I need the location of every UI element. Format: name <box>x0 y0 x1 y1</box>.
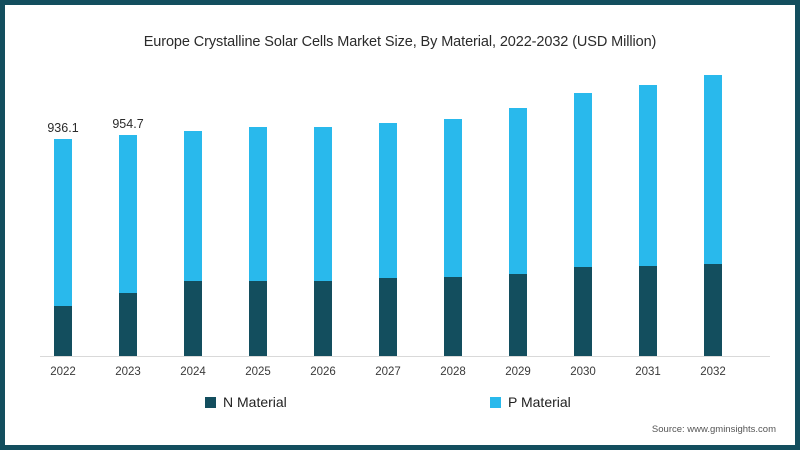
bar-segment-p-material[interactable] <box>704 74 722 265</box>
bar-segment-p-material[interactable] <box>314 127 332 282</box>
bar-segment-n-material[interactable] <box>314 281 332 356</box>
plot-area: 936.1 954.7 <box>40 70 770 360</box>
bar-group[interactable] <box>379 122 397 356</box>
x-axis-tick-label: 2027 <box>375 366 401 378</box>
bar-segment-p-material[interactable] <box>574 92 592 268</box>
x-axis-line <box>40 356 770 357</box>
bar-segment-n-material[interactable] <box>574 267 592 356</box>
bar-segment-p-material[interactable] <box>379 122 397 278</box>
bar-value-label: 936.1 <box>47 120 79 135</box>
bar-segment-p-material[interactable] <box>119 134 137 293</box>
x-axis-tick-label: 2031 <box>635 366 661 378</box>
bar-group[interactable] <box>444 118 462 356</box>
legend-swatch-p-material <box>490 396 501 408</box>
legend-item-p-material[interactable]: P Material <box>490 394 571 410</box>
bar-segment-n-material[interactable] <box>54 306 72 356</box>
bar-value-label: 954.7 <box>112 116 144 131</box>
x-axis-tick-label: 2029 <box>505 366 531 378</box>
bar-group[interactable]: 954.7 <box>112 117 144 356</box>
bar-segment-p-material[interactable] <box>249 127 267 282</box>
bar-segment-n-material[interactable] <box>249 281 267 356</box>
bar-segment-p-material[interactable] <box>639 85 657 267</box>
bar-segment-n-material[interactable] <box>119 292 137 356</box>
bar-group[interactable] <box>574 92 592 356</box>
bar-segment-n-material[interactable] <box>509 273 527 356</box>
x-axis-tick-label: 2024 <box>180 366 206 378</box>
bar-segment-n-material[interactable] <box>184 281 202 356</box>
legend-label-p-material: P Material <box>508 394 571 410</box>
bar-group[interactable] <box>249 127 267 356</box>
bar-segment-p-material[interactable] <box>444 118 462 277</box>
bar-segment-n-material[interactable] <box>379 277 397 356</box>
bar-group[interactable] <box>639 85 657 356</box>
x-axis-tick-label: 2026 <box>310 366 336 378</box>
chart-legend: N Material P Material <box>0 394 800 416</box>
legend-item-n-material[interactable]: N Material <box>205 394 287 410</box>
bar-segment-n-material[interactable] <box>444 276 462 356</box>
bar-segment-p-material[interactable] <box>54 138 72 307</box>
x-axis-tick-label: 2022 <box>50 366 76 378</box>
x-axis-tick-label: 2030 <box>570 366 596 378</box>
bar-segment-p-material[interactable] <box>184 131 202 282</box>
x-axis-tick-label: 2025 <box>245 366 271 378</box>
bar-segment-n-material[interactable] <box>704 264 722 356</box>
bar-group[interactable]: 936.1 <box>47 121 79 356</box>
bar-segment-p-material[interactable] <box>509 108 527 274</box>
x-axis-tick-label: 2032 <box>700 366 726 378</box>
source-attribution: Source: www.gminsights.com <box>651 424 776 435</box>
x-axis-tick-label: 2028 <box>440 366 466 378</box>
bar-group[interactable] <box>184 131 202 356</box>
bar-segment-n-material[interactable] <box>639 266 657 356</box>
legend-label-n-material: N Material <box>223 394 287 410</box>
bar-group[interactable] <box>314 127 332 356</box>
bar-group[interactable] <box>704 74 722 356</box>
legend-swatch-n-material <box>205 396 216 408</box>
page-title: Europe Crystalline Solar Cells Market Si… <box>143 34 657 50</box>
x-axis-tick-label: 2023 <box>115 366 141 378</box>
bar-group[interactable] <box>509 108 527 356</box>
